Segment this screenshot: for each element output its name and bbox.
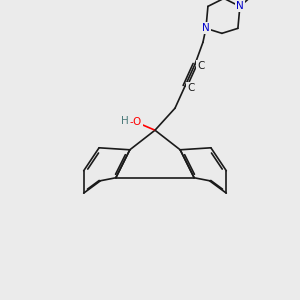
Text: -O: -O: [130, 117, 142, 127]
Text: H: H: [121, 116, 129, 126]
Text: C: C: [187, 83, 195, 93]
Text: C: C: [197, 61, 205, 71]
Text: N: N: [236, 2, 244, 11]
Text: N: N: [202, 23, 210, 33]
